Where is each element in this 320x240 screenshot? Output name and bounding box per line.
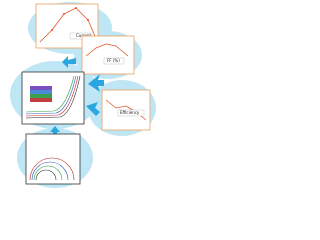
legend-label: Efficiency bbox=[120, 110, 140, 115]
device-stack bbox=[30, 86, 52, 102]
graphic: Current FF (%) Efficiency bbox=[10, 2, 156, 188]
panel-jv bbox=[21, 71, 85, 125]
legend-label: Current bbox=[76, 33, 91, 38]
arrows bbox=[50, 56, 104, 138]
panel-nyquist bbox=[25, 133, 81, 185]
page: {"panels": [ {"legend": "Current"}, {"le… bbox=[0, 0, 160, 189]
panel-ff: FF (%) bbox=[81, 35, 135, 75]
panel-efficiency: Efficiency bbox=[101, 89, 151, 131]
legend-label: FF (%) bbox=[107, 58, 120, 63]
